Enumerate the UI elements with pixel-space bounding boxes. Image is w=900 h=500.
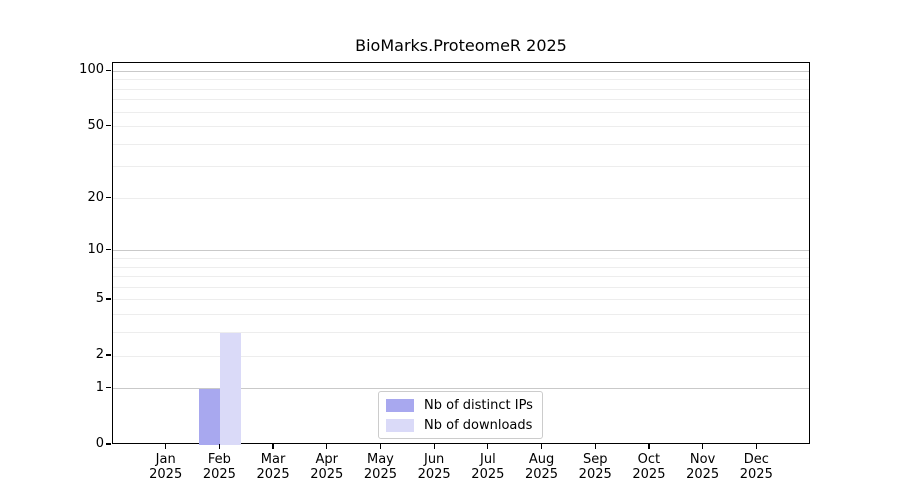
legend: Nb of distinct IPs Nb of downloads <box>378 391 543 439</box>
minor-gridline <box>113 79 809 81</box>
minor-gridline <box>113 286 809 288</box>
minor-gridline <box>113 355 809 357</box>
x-tick-label: Oct 2025 <box>617 452 681 482</box>
chart-title: BioMarks.ProteomeR 2025 <box>355 36 567 55</box>
major-gridline <box>113 388 809 390</box>
x-tick-year: 2025 <box>686 467 720 482</box>
minor-gridline <box>113 111 809 113</box>
x-tick-label: Nov 2025 <box>671 452 735 482</box>
x-tick-month: Dec <box>743 452 769 467</box>
x-tick-label: Aug 2025 <box>510 452 574 482</box>
x-tick-label: Dec 2025 <box>724 452 788 482</box>
minor-gridline <box>113 266 809 268</box>
minor-gridline <box>113 143 809 145</box>
x-tick-year: 2025 <box>417 467 451 482</box>
minor-gridline <box>113 299 809 301</box>
x-tick-mark <box>594 444 596 449</box>
x-tick-mark <box>326 444 328 449</box>
x-tick-year: 2025 <box>363 467 397 482</box>
x-tick-label: Sep 2025 <box>563 452 627 482</box>
y-tick-mark <box>106 69 111 71</box>
x-tick-year: 2025 <box>739 467 773 482</box>
y-tick-label: 5 <box>95 290 104 306</box>
minor-gridline <box>113 88 809 90</box>
y-tick-label: 1 <box>95 379 104 395</box>
x-tick-month: Sep <box>582 452 608 467</box>
x-tick-label: Jul 2025 <box>456 452 520 482</box>
y-tick-label: 100 <box>79 62 104 78</box>
y-tick-label: 0 <box>95 436 104 451</box>
minor-gridline <box>113 166 809 168</box>
minor-gridline <box>113 314 809 316</box>
x-tick-month: Jan <box>155 452 176 467</box>
x-tick-month: Aug <box>528 452 555 467</box>
y-tick-mark <box>106 387 111 389</box>
x-tick-month: Jul <box>480 452 496 467</box>
legend-swatch-distinct-ips <box>386 398 414 412</box>
minor-gridline <box>113 258 809 260</box>
x-tick-year: 2025 <box>524 467 559 482</box>
x-tick-year: 2025 <box>471 467 505 482</box>
y-tick-mark <box>106 125 111 127</box>
x-tick-mark <box>487 444 489 449</box>
x-tick-mark <box>272 444 274 449</box>
x-tick-label: Jan 2025 <box>134 452 198 482</box>
x-tick-mark <box>755 444 757 449</box>
minor-gridline <box>113 332 809 334</box>
x-tick-label: Feb 2025 <box>187 452 251 482</box>
x-tick-label: Jun 2025 <box>402 452 466 482</box>
x-tick-month: Jun <box>423 452 445 467</box>
legend-label: Nb of downloads <box>424 417 533 433</box>
minor-gridline <box>113 198 809 200</box>
x-tick-mark <box>165 444 167 449</box>
minor-gridline <box>113 276 809 278</box>
plot-area <box>112 62 810 445</box>
minor-gridline <box>113 126 809 128</box>
y-tick-mark <box>106 298 111 300</box>
x-tick-month: Apr <box>315 452 339 467</box>
x-tick-mark <box>540 444 543 449</box>
x-tick-mark <box>218 444 220 449</box>
x-tick-year: 2025 <box>632 467 666 482</box>
y-tick-label: 50 <box>87 117 104 133</box>
x-tick-year: 2025 <box>256 467 290 482</box>
legend-item: Nb of downloads <box>386 417 533 433</box>
x-tick-label: May 2025 <box>348 452 412 482</box>
x-tick-month: Oct <box>637 452 661 467</box>
x-tick-mark <box>433 444 435 449</box>
y-tick-label: 2 <box>95 347 104 363</box>
x-tick-label: Mar 2025 <box>241 452 305 482</box>
bar-distinct-ips <box>199 388 221 445</box>
y-tick-mark <box>106 249 111 251</box>
y-tick-label: 10 <box>87 241 104 257</box>
x-tick-year: 2025 <box>149 467 183 482</box>
x-tick-month: Nov <box>689 452 716 467</box>
x-tick-mark <box>702 444 704 449</box>
y-tick-label: 20 <box>87 189 104 205</box>
x-tick-year: 2025 <box>578 467 612 482</box>
major-gridline <box>113 250 809 252</box>
x-tick-month: Mar <box>260 452 286 467</box>
y-tick-mark <box>106 354 111 356</box>
x-tick-month: May <box>367 452 394 467</box>
x-tick-mark <box>379 444 382 449</box>
minor-gridline <box>113 99 809 101</box>
legend-item: Nb of distinct IPs <box>386 397 533 413</box>
major-gridline <box>113 70 809 72</box>
y-tick-mark <box>106 443 111 445</box>
x-tick-month: Feb <box>207 452 231 467</box>
legend-swatch-downloads <box>386 418 414 432</box>
x-tick-label: Apr 2025 <box>295 452 359 482</box>
y-tick-mark <box>106 196 111 199</box>
bar-downloads <box>220 332 242 445</box>
legend-label: Nb of distinct IPs <box>424 397 533 413</box>
x-tick-mark <box>648 444 650 449</box>
x-tick-year: 2025 <box>202 467 236 482</box>
x-tick-year: 2025 <box>310 467 344 482</box>
